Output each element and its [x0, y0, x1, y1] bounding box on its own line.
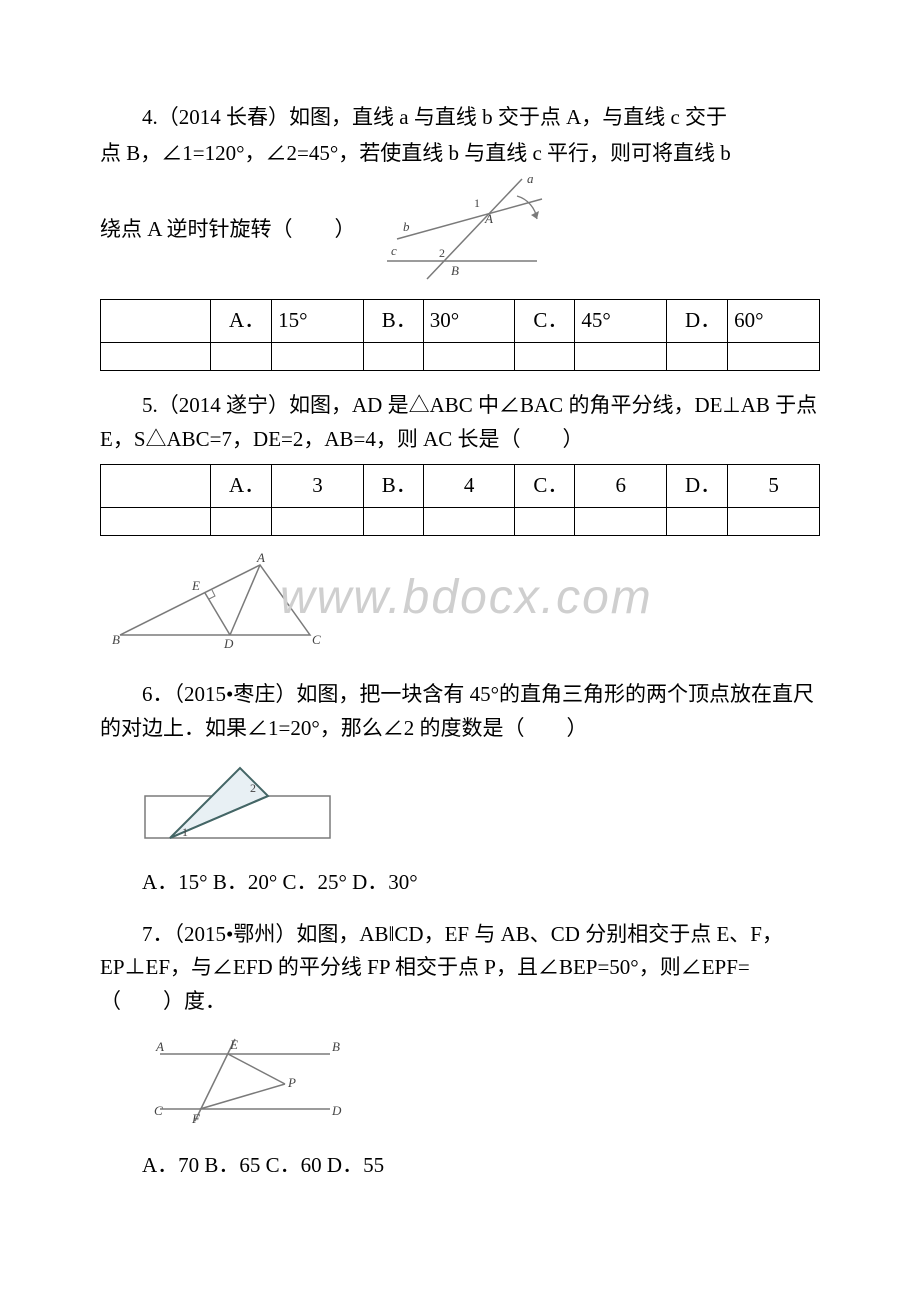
- label-A: A: [484, 211, 493, 226]
- q5-opt-b-value: 4: [423, 465, 515, 508]
- q7-options: A．70 B．65 C．60 D．55: [100, 1149, 820, 1183]
- label-D: D: [331, 1103, 342, 1118]
- q5-opt-b-label: B．: [363, 465, 423, 508]
- q5-opt-c-value: 6: [575, 465, 667, 508]
- label-D: D: [223, 636, 234, 650]
- label-E: E: [229, 1037, 238, 1052]
- q5-opt-c-label: C．: [515, 465, 575, 508]
- q4-diagram: a b c A B 1 2: [367, 171, 567, 291]
- label-B: B: [451, 263, 459, 278]
- q6-options: A．15° B．20° C．25° D．30°: [100, 866, 820, 900]
- q6-diagram: 1 2: [140, 756, 340, 846]
- label-b: b: [403, 219, 410, 234]
- label-F: F: [191, 1111, 201, 1126]
- q5-opt-d-label: D．: [667, 465, 728, 508]
- label-a: a: [527, 171, 534, 186]
- label-angle2: 2: [250, 781, 256, 795]
- q5-opt-a-label: A．: [211, 465, 272, 508]
- label-A: A: [256, 550, 265, 565]
- q4-opt-b-label: B．: [363, 300, 423, 343]
- q7-text: 7．（2015•鄂州）如图，AB‖CD，EF 与 AB、CD 分别相交于点 E、…: [100, 918, 820, 1019]
- question-4: 4.（2014 长春）如图，直线 a 与直线 b 交于点 A，与直线 c 交于 …: [100, 100, 820, 371]
- question-5: 5.（2014 遂宁）如图，AD 是△ABC 中∠BAC 的角平分线，DE⊥AB…: [100, 389, 820, 660]
- label-A: A: [155, 1039, 164, 1054]
- q4-opt-c-value: 45°: [575, 300, 667, 343]
- label-P: P: [287, 1075, 296, 1090]
- question-6: 6．（2015•枣庄）如图，把一块含有 45°的直角三角形的两个顶点放在直尺的对…: [100, 678, 820, 899]
- q4-opt-d-value: 60°: [728, 300, 820, 343]
- q7-diagram: A B C D E F P: [140, 1029, 350, 1129]
- q4-opt-b-value: 30°: [423, 300, 515, 343]
- q5-answer-table: A． 3 B． 4 C． 6 D． 5: [100, 464, 820, 536]
- label-B: B: [332, 1039, 340, 1054]
- label-E: E: [191, 578, 200, 593]
- q4-opt-c-label: C．: [515, 300, 575, 343]
- q5-text: 5.（2014 遂宁）如图，AD 是△ABC 中∠BAC 的角平分线，DE⊥AB…: [100, 389, 820, 456]
- q4-text: 4.（2014 长春）如图，直线 a 与直线 b 交于点 A，与直线 c 交于 …: [100, 100, 820, 291]
- q5-opt-d-value: 5: [728, 465, 820, 508]
- document-page: 4.（2014 长春）如图，直线 a 与直线 b 交于点 A，与直线 c 交于 …: [0, 0, 920, 1261]
- label-angle2: 2: [439, 246, 445, 260]
- q4-answer-table: A． 15° B． 30° C． 45° D． 60°: [100, 299, 820, 371]
- q5-diagram: A B C D E: [110, 550, 340, 650]
- label-B: B: [112, 632, 120, 647]
- label-c: c: [391, 243, 397, 258]
- q4-opt-a-value: 15°: [272, 300, 364, 343]
- label-C: C: [312, 632, 321, 647]
- q5-opt-a-value: 3: [272, 465, 364, 508]
- label-C: C: [154, 1103, 163, 1118]
- label-angle1: 1: [182, 825, 188, 839]
- label-angle1: 1: [474, 196, 480, 210]
- q4-opt-a-label: A．: [211, 300, 272, 343]
- question-7: 7．（2015•鄂州）如图，AB‖CD，EF 与 AB、CD 分别相交于点 E、…: [100, 918, 820, 1183]
- q6-text: 6．（2015•枣庄）如图，把一块含有 45°的直角三角形的两个顶点放在直尺的对…: [100, 678, 820, 745]
- q4-opt-d-label: D．: [667, 300, 728, 343]
